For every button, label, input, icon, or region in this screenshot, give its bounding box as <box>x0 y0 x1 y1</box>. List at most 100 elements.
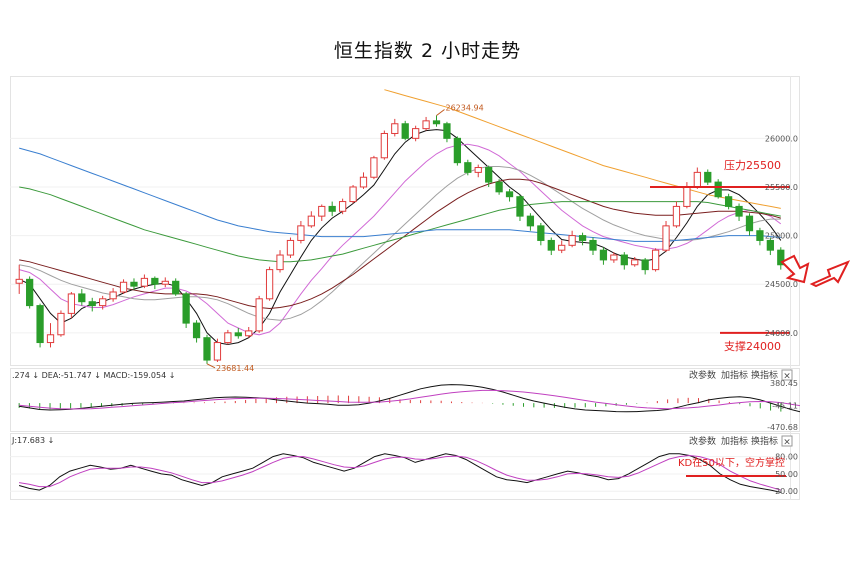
candle-down <box>735 205 743 217</box>
macd-panel-frame <box>10 368 800 432</box>
dea-line <box>19 389 800 410</box>
candle-down <box>641 259 649 271</box>
macd-y-tick: -45.11 <box>772 401 798 410</box>
kd-close-button[interactable] <box>781 435 793 447</box>
candle-down <box>130 281 138 287</box>
main-y-axis: 26000.0 25500.0 25000.0 24500.0 24000.0 <box>765 134 798 337</box>
kd-close-icon: × <box>783 438 791 448</box>
candle-down <box>36 305 44 344</box>
candle-down <box>234 332 242 337</box>
candle-down <box>589 239 597 251</box>
kd-y-axis: 80.00 50.00 20.00 <box>775 453 798 497</box>
candle-up <box>672 205 681 227</box>
candle-down <box>599 249 608 261</box>
candle-up <box>46 334 55 344</box>
candle-up <box>276 254 284 271</box>
candle-up <box>213 342 222 361</box>
candle-down <box>547 239 555 251</box>
candle-up <box>422 120 430 130</box>
macd-switch-indicator-button[interactable]: 换指标 <box>751 369 778 381</box>
candle-down <box>192 322 201 339</box>
candle-down <box>714 181 722 198</box>
candle-up <box>610 254 618 261</box>
candle-up <box>286 239 295 256</box>
ma-line-3 <box>19 178 781 310</box>
candle-down <box>26 278 34 307</box>
kd-y-tick: 80.00 <box>775 453 798 462</box>
ma-line-1 <box>19 143 782 336</box>
candle-up <box>370 157 378 178</box>
candle-down <box>328 205 336 212</box>
kd-y-tick: 20.00 <box>775 487 798 496</box>
candle-down <box>151 277 159 285</box>
main-panel-frame <box>10 76 800 366</box>
candle-up <box>15 278 23 284</box>
direction-arrows <box>780 254 851 288</box>
candle-down <box>724 196 733 207</box>
kd-edit-params-button[interactable]: 改参数 <box>689 435 716 447</box>
candle-down <box>495 181 503 193</box>
kd-switch-indicator-button[interactable]: 换指标 <box>751 435 778 447</box>
candle-down <box>432 120 441 125</box>
candle-up <box>109 291 117 300</box>
macd-toolbar: 改参数 加指标 换指标 × <box>689 369 793 382</box>
candle-up <box>119 281 128 293</box>
low-marker-line <box>206 363 216 369</box>
d-line <box>19 454 782 491</box>
down-arrow-icon <box>780 254 810 284</box>
main-grid <box>10 137 790 334</box>
candle-up <box>338 201 347 212</box>
candle-up <box>683 186 691 207</box>
candle-up <box>359 176 368 188</box>
candle-up <box>631 259 639 266</box>
candle-up <box>651 249 660 271</box>
main-y-tick: 26000.0 <box>765 134 798 143</box>
candle-up <box>57 312 65 336</box>
resistance-label: 压力25500 <box>724 159 781 172</box>
candle-up <box>265 269 274 300</box>
macd-header-values: .274 ↓ DEA:-51.747 ↓ MACD:-159.054 ↓ <box>12 371 175 380</box>
macd-edit-params-button[interactable]: 改参数 <box>689 369 716 381</box>
up-arrow-icon <box>809 260 851 288</box>
macd-y-axis: 380.45 -45.11 -470.68 <box>767 379 798 432</box>
candle-up <box>474 167 482 173</box>
high-price-label: 26234.94 <box>446 103 484 112</box>
candle-up <box>662 225 670 251</box>
candle-up <box>380 132 388 159</box>
kd-add-indicator-button[interactable]: 加指标 <box>721 435 748 447</box>
candle-down <box>526 215 535 227</box>
candle-down <box>485 167 493 183</box>
candle-up <box>318 205 326 217</box>
macd-add-indicator-button[interactable]: 加指标 <box>721 369 748 381</box>
main-y-tick: 25500.0 <box>765 183 798 192</box>
kd-plot <box>10 453 790 493</box>
k-line <box>18 453 782 493</box>
main-y-tick: 24500.0 <box>765 280 798 289</box>
candle-down <box>401 123 409 139</box>
page-title: 恒生指数 2 小时走势 <box>333 40 522 62</box>
candle-up <box>245 330 253 337</box>
macd-y-tick: -470.68 <box>767 423 798 432</box>
candle-down <box>505 191 514 198</box>
candle-down <box>756 230 764 241</box>
candle-down <box>578 235 587 241</box>
kd-panel-frame <box>10 433 800 500</box>
kd-toolbar: 改参数 加指标 换指标 × <box>689 435 793 448</box>
candle-up <box>349 186 357 203</box>
kd-y-tick: 50.00 <box>775 470 798 479</box>
candle-down <box>704 171 712 183</box>
candlestick-series <box>15 115 785 364</box>
candle-down <box>464 162 472 173</box>
candle-down <box>766 239 774 251</box>
low-price-label: 23681.44 <box>216 364 254 373</box>
main-y-tick: 25000.0 <box>765 232 798 241</box>
main-annotations <box>206 109 790 369</box>
candle-down <box>620 254 628 266</box>
candle-down <box>443 123 451 139</box>
candle-down <box>182 293 190 324</box>
macd-close-button[interactable] <box>781 369 793 381</box>
candle-down <box>745 215 754 232</box>
kd-annotation: KD在50以下，空方掌控 <box>678 456 785 469</box>
macd-close-icon: × <box>783 372 791 382</box>
high-marker-line <box>436 109 445 116</box>
